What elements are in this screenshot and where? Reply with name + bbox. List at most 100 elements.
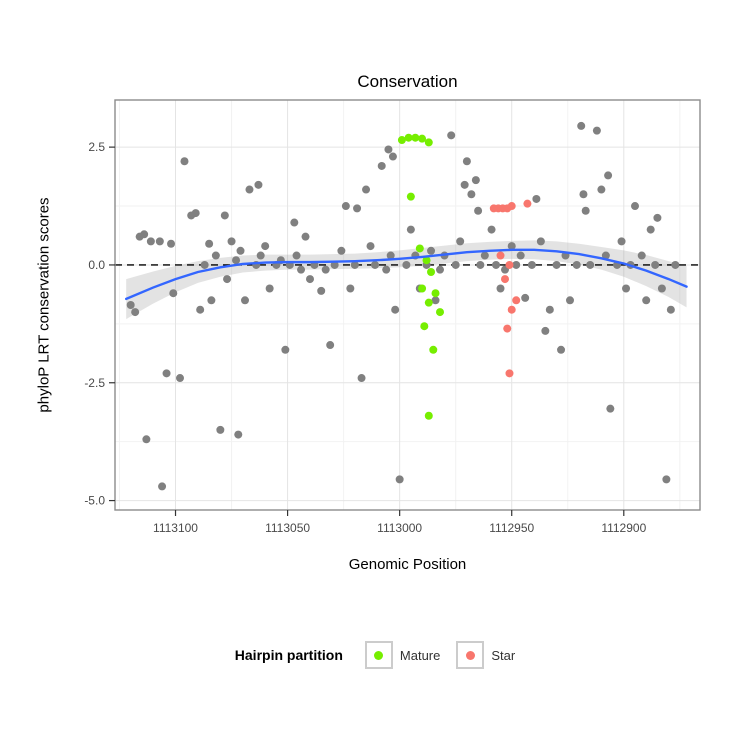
- point-other: [572, 260, 581, 269]
- point-other: [216, 425, 225, 434]
- point-star: [523, 199, 532, 208]
- point-other: [467, 190, 476, 199]
- point-other: [265, 284, 274, 293]
- x-tick-label: 1112900: [601, 521, 646, 535]
- legend-item-star: Star: [456, 641, 515, 669]
- point-star: [496, 251, 505, 260]
- point-other: [480, 251, 489, 260]
- mature-dot-icon: [374, 650, 384, 660]
- point-mature: [422, 256, 431, 265]
- point-other: [241, 296, 249, 305]
- legend-label-mature: Mature: [399, 647, 441, 663]
- point-other: [512, 260, 521, 269]
- star-dot-icon: [465, 650, 475, 660]
- point-other: [227, 237, 236, 246]
- point-other: [384, 145, 393, 154]
- point-mature: [431, 289, 440, 298]
- point-other: [207, 296, 216, 305]
- point-other: [205, 239, 214, 248]
- point-other: [631, 202, 639, 211]
- point-other: [545, 305, 554, 314]
- point-other: [169, 289, 178, 298]
- y-tick-label: -5.0: [84, 494, 105, 508]
- y-tick-label: -2.5: [84, 376, 105, 390]
- point-other: [637, 251, 646, 260]
- point-mature: [397, 136, 406, 145]
- point-mature: [424, 411, 433, 420]
- point-other: [462, 157, 471, 166]
- point-other: [337, 246, 346, 255]
- point-other: [382, 265, 391, 274]
- point-other: [557, 345, 566, 354]
- point-star: [507, 202, 516, 211]
- point-other: [236, 246, 245, 255]
- point-other: [162, 369, 171, 378]
- point-other: [326, 341, 335, 350]
- point-other: [436, 265, 444, 274]
- point-star: [503, 324, 512, 333]
- point-other: [341, 202, 350, 211]
- point-other: [176, 374, 184, 383]
- point-other: [321, 265, 330, 274]
- y-tick-label: 2.5: [88, 140, 105, 154]
- point-star: [505, 369, 514, 378]
- point-other: [604, 171, 613, 180]
- smooth-line: [125, 248, 688, 301]
- point-other: [353, 204, 362, 213]
- point-other: [579, 190, 588, 199]
- point-other: [527, 260, 536, 269]
- point-mature: [406, 192, 415, 201]
- legend: Hairpin partition Mature Star: [0, 641, 750, 669]
- point-other: [492, 260, 501, 269]
- point-other: [427, 246, 436, 255]
- point-other: [306, 275, 314, 284]
- point-other: [460, 180, 469, 189]
- point-other: [297, 265, 306, 274]
- point-other: [140, 230, 149, 239]
- point-other: [586, 260, 595, 269]
- point-other: [386, 251, 395, 260]
- point-other: [131, 308, 140, 317]
- point-other: [301, 232, 310, 241]
- point-other: [581, 206, 590, 215]
- smooth-confidence-ribbon: [126, 240, 687, 320]
- point-star: [501, 275, 509, 284]
- point-other: [366, 242, 375, 251]
- point-other: [642, 296, 651, 305]
- point-other: [516, 251, 525, 260]
- legend-key-mature: [364, 641, 393, 669]
- point-mature: [418, 284, 427, 293]
- point-other: [330, 260, 339, 269]
- x-tick-label: 1113100: [153, 521, 198, 535]
- point-other: [292, 251, 301, 260]
- conservation-scatter-plot: 1113100 1113050 1113000 1112950 1112900 2.5 0.…: [84, 99, 701, 535]
- legend-item-mature: Mature: [364, 641, 441, 669]
- point-other: [388, 152, 397, 161]
- point-other: [617, 237, 626, 246]
- point-other: [521, 293, 530, 302]
- x-tick-label: 1113050: [265, 521, 310, 535]
- point-other: [592, 126, 601, 135]
- point-mature: [411, 133, 420, 142]
- point-star: [505, 260, 514, 269]
- point-mature: [436, 308, 444, 317]
- point-other: [606, 404, 615, 413]
- point-mature: [404, 133, 413, 142]
- point-other: [346, 284, 355, 293]
- point-other: [566, 296, 574, 305]
- point-other: [474, 206, 483, 215]
- point-other: [456, 237, 465, 246]
- point-other: [402, 260, 411, 269]
- point-other: [653, 213, 662, 222]
- point-other: [232, 256, 241, 265]
- point-other: [406, 225, 415, 234]
- point-other: [196, 305, 205, 314]
- point-other: [211, 251, 220, 260]
- point-other: [167, 239, 176, 248]
- point-other: [234, 430, 243, 439]
- point-mature: [424, 298, 433, 307]
- point-other: [391, 305, 400, 314]
- point-other: [431, 296, 440, 305]
- point-mature: [427, 268, 436, 277]
